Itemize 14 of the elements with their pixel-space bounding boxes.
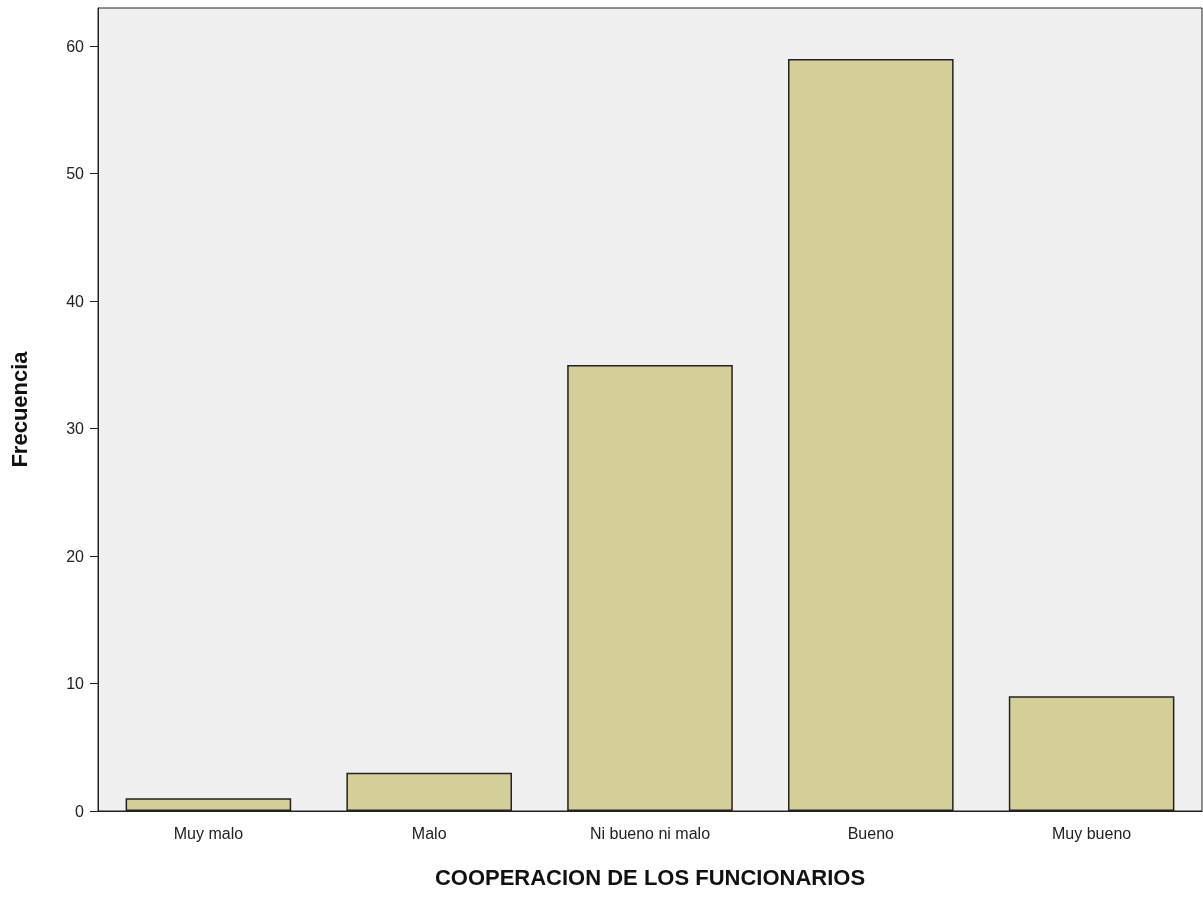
x-tick-label: Ni bueno ni malo — [589, 824, 711, 842]
y-axis-title: Frecuencia — [6, 350, 32, 468]
x-tick-label: Bueno — [847, 824, 895, 842]
y-tick-label: 50 — [66, 165, 85, 183]
y-tick-label: 0 — [75, 802, 85, 820]
y-tick-label: 60 — [66, 37, 85, 55]
y-tick-label: 10 — [66, 675, 85, 693]
y-tick-label: 30 — [66, 420, 85, 438]
y-tick-label: 20 — [66, 547, 85, 565]
x-axis-title: COOPERACION DE LOS FUNCIONARIOS — [434, 864, 866, 890]
x-tick-label: Malo — [411, 824, 447, 842]
x-tick-label: Muy bueno — [1052, 824, 1132, 842]
y-tick-label: 40 — [66, 292, 85, 310]
x-tick-label: Muy malo — [173, 824, 244, 842]
